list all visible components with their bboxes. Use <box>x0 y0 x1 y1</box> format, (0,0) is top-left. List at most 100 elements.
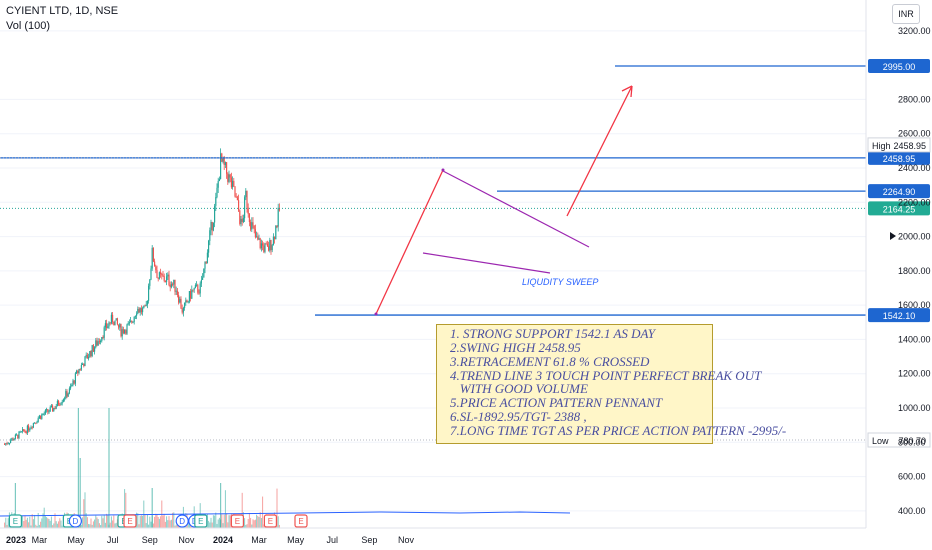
volume-bar <box>96 517 98 528</box>
candle-body <box>163 276 165 281</box>
candle-body <box>5 443 7 445</box>
dividend-marker-letter: D <box>179 517 185 526</box>
volume-bar <box>80 524 82 528</box>
low-tag-box <box>867 432 931 448</box>
candle-body <box>16 434 18 436</box>
annotation-line-2: 2.SWING HIGH 2458.95 <box>450 340 581 355</box>
candle-body <box>216 187 218 198</box>
candle-body <box>274 236 276 240</box>
high-tag-label: High <box>872 141 891 151</box>
volume-bar <box>94 519 96 528</box>
candle-body <box>24 431 26 433</box>
x-tick-label: Sep <box>142 535 158 545</box>
volume-spike <box>77 408 79 528</box>
volume-bar <box>22 515 24 528</box>
candle-body <box>11 438 13 441</box>
volume-bar <box>262 496 264 528</box>
candle-body <box>38 415 40 419</box>
volume-bar <box>4 522 6 528</box>
candle-body <box>169 284 171 288</box>
candle-body <box>258 238 260 240</box>
candle-body <box>26 425 28 434</box>
candle-body <box>148 285 150 301</box>
volume-bar <box>43 507 45 528</box>
candle-body <box>74 373 76 384</box>
volume-bar <box>259 512 261 528</box>
candle-body <box>85 354 87 357</box>
candle-body <box>156 270 158 278</box>
volume-bar <box>38 524 40 528</box>
candle-body <box>198 292 200 294</box>
candle-body <box>242 218 244 222</box>
candle-body <box>84 356 86 367</box>
candle-body <box>188 290 190 302</box>
volume-bar <box>7 518 9 528</box>
candle-body <box>241 218 243 222</box>
volume-spike <box>79 458 81 528</box>
candle-body <box>18 431 20 439</box>
volume-bar <box>44 516 46 528</box>
candle-body <box>152 247 154 262</box>
volume-bar <box>244 518 246 528</box>
candle-body <box>44 410 46 414</box>
volume-bar <box>250 517 252 528</box>
volume-bar <box>162 515 164 528</box>
volume-bar <box>229 515 231 528</box>
volume-bar <box>86 517 88 528</box>
volume-bar <box>102 518 104 528</box>
candle-body <box>48 411 50 413</box>
candle-body <box>202 277 204 280</box>
candle-body <box>209 230 211 241</box>
candle-body <box>170 284 172 288</box>
y-tick-label: 800.00 <box>898 437 926 447</box>
volume-bar <box>40 521 42 528</box>
x-tick-label: Jul <box>107 535 119 545</box>
volume-bar <box>85 513 87 528</box>
candle-body <box>265 243 267 245</box>
candle-body <box>52 405 54 412</box>
candle-body <box>106 323 108 328</box>
volume-bar <box>246 524 248 528</box>
volume-bar <box>208 520 210 528</box>
x-tick-label: Jul <box>326 535 338 545</box>
candle-body <box>32 422 34 428</box>
candle-body <box>244 197 246 219</box>
pivot-point <box>374 312 378 316</box>
annotation-line-3: 3.RETRACEMENT 61.8 % CROSSED <box>450 354 650 369</box>
candle-body <box>29 429 31 431</box>
candle-body <box>199 283 201 294</box>
volume-bar <box>253 520 255 528</box>
candle-body <box>65 391 67 399</box>
candle-body <box>220 153 222 180</box>
candle-body <box>130 320 132 323</box>
candle-body <box>70 386 72 389</box>
currency-button[interactable]: INR <box>892 4 920 24</box>
x-tick-label: Nov <box>398 535 415 545</box>
candle-body <box>162 275 164 277</box>
candle-body <box>79 368 81 370</box>
candle-body <box>30 427 32 430</box>
price-label-text: 2458.95 <box>883 154 916 164</box>
volume-bar <box>97 519 99 528</box>
volume-bar <box>26 517 28 528</box>
earnings-marker-icon <box>263 514 277 528</box>
candle-body <box>67 393 69 397</box>
volume-bar <box>154 516 156 528</box>
dividend-marker-letter: D <box>73 517 79 526</box>
candle-body <box>133 316 135 322</box>
candle-body <box>166 276 168 282</box>
volume-bar <box>35 524 37 528</box>
candle-body <box>226 162 228 174</box>
volume-bar <box>115 522 117 528</box>
candle-body <box>46 409 48 411</box>
candle-body <box>53 407 55 412</box>
candle-body <box>277 207 279 227</box>
volume-bar <box>221 514 223 528</box>
annotation-box <box>436 324 713 444</box>
candle-body <box>173 279 175 285</box>
candle-body <box>252 222 254 226</box>
volume-bar <box>60 520 62 528</box>
x-tick-label: 2023 <box>6 535 26 545</box>
